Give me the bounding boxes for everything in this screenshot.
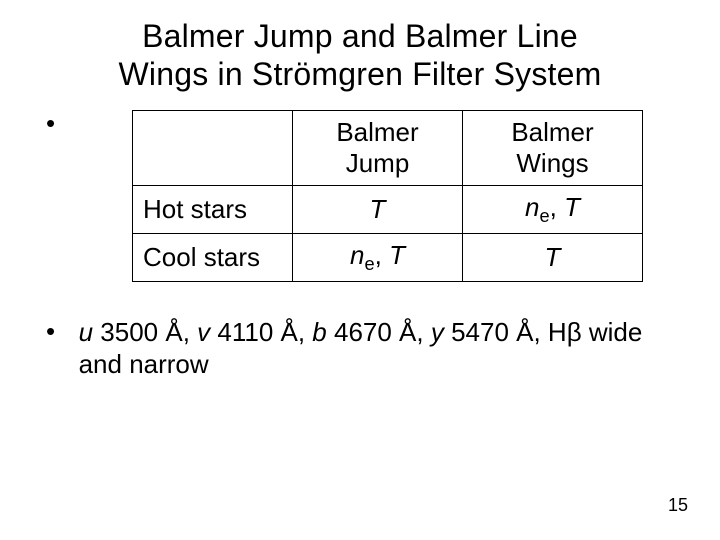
slide-body: • BalmerJump BalmerWings Hot stars xyxy=(40,108,680,381)
slide-title: Balmer Jump and Balmer Line Wings in Str… xyxy=(40,18,680,94)
title-line-1: Balmer Jump and Balmer Line xyxy=(142,18,578,54)
filters-text: u 3500 Å, v 4110 Å, b 4670 Å, y 5470 Å, … xyxy=(79,316,680,381)
table-row: Cool stars ne, T T xyxy=(133,233,643,281)
cell-hot-jump: T xyxy=(293,185,463,233)
row-label-hot: Hot stars xyxy=(133,185,293,233)
table-header-jump-text: BalmerJump xyxy=(303,117,452,179)
row-label-cool: Cool stars xyxy=(133,233,293,281)
cell-cool-wings: T xyxy=(463,233,643,281)
table-header-wings-text: BalmerWings xyxy=(473,117,632,179)
bullet-dot-icon: • xyxy=(40,108,70,139)
table-header-blank xyxy=(133,110,293,185)
table-header-row: BalmerJump BalmerWings xyxy=(133,110,643,185)
cell-cool-jump: ne, T xyxy=(293,233,463,281)
table-container: BalmerJump BalmerWings Hot stars T ne, T… xyxy=(132,110,643,282)
cell-hot-wings: ne, T xyxy=(463,185,643,233)
bullet-item-1: • BalmerJump BalmerWings Hot stars xyxy=(40,108,680,282)
table-row: Hot stars T ne, T xyxy=(133,185,643,233)
table-header-wings: BalmerWings xyxy=(463,110,643,185)
slide: Balmer Jump and Balmer Line Wings in Str… xyxy=(0,0,720,540)
page-number: 15 xyxy=(668,495,688,516)
bullet-dot-icon: • xyxy=(40,316,67,347)
balmer-table: BalmerJump BalmerWings Hot stars T ne, T… xyxy=(132,110,643,282)
table-header-jump: BalmerJump xyxy=(293,110,463,185)
bullet-item-2: • u 3500 Å, v 4110 Å, b 4670 Å, y 5470 Å… xyxy=(40,316,680,381)
title-line-2: Wings in Strömgren Filter System xyxy=(119,56,602,92)
